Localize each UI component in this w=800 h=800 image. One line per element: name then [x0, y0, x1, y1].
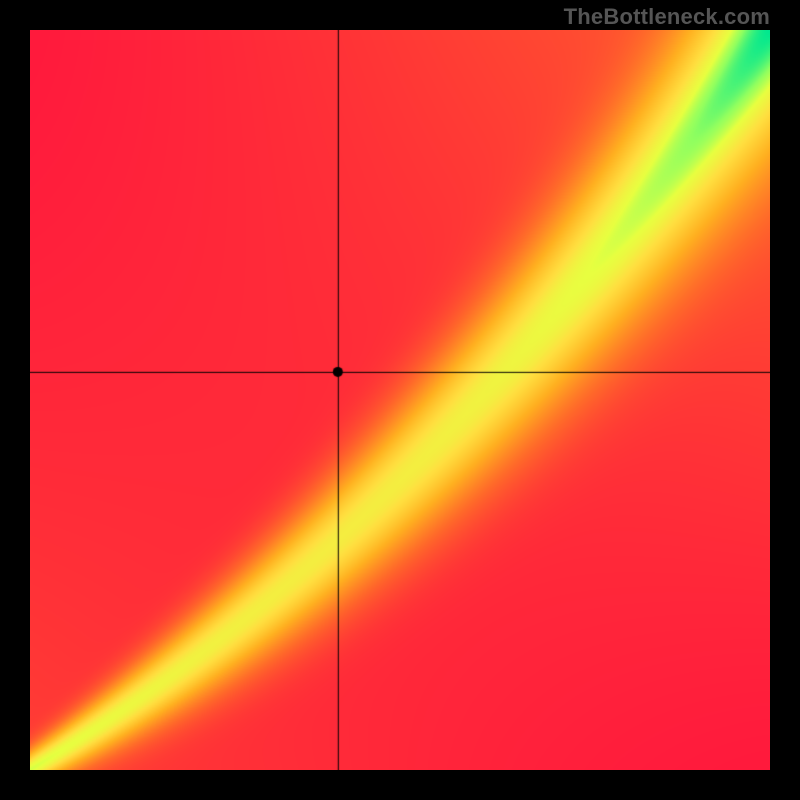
plot-area	[30, 30, 770, 770]
watermark-text: TheBottleneck.com	[564, 4, 770, 30]
chart-frame: TheBottleneck.com	[0, 0, 800, 800]
heatmap-canvas	[30, 30, 770, 770]
